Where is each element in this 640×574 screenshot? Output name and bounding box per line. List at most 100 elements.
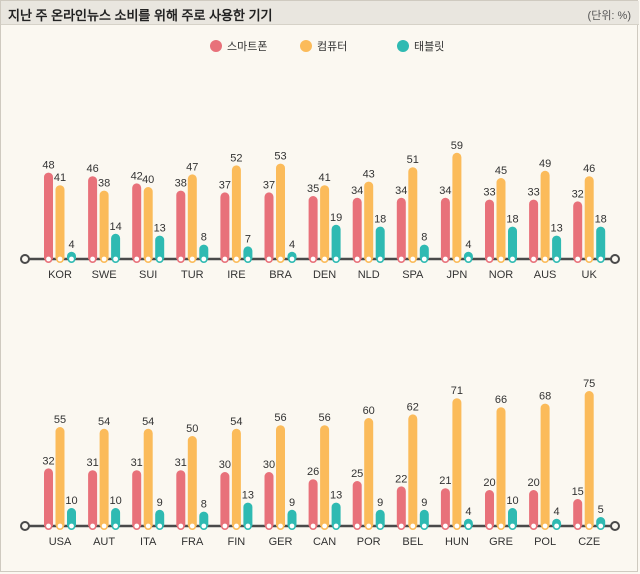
- bar-node-UK-스마트폰: [573, 255, 582, 264]
- bar-node-GER-컴퓨터: [276, 521, 285, 530]
- value-label-SUI-컴퓨터: 40: [142, 174, 154, 186]
- bar-USA-태블릿: [67, 508, 76, 526]
- bar-AUT-컴퓨터: [99, 428, 109, 526]
- bar-ITA-태블릿: [155, 509, 165, 526]
- bar-SPA-컴퓨터: [408, 167, 418, 259]
- bar-node-SUI-태블릿: [155, 255, 164, 264]
- value-label-SWE-컴퓨터: 38: [98, 178, 110, 190]
- value-label-FRA-컴퓨터: 50: [186, 423, 198, 435]
- value-label-BRA-스마트폰: 37: [263, 179, 275, 191]
- bar-DEN-태블릿: [331, 224, 341, 259]
- value-label-FIN-컴퓨터: 54: [230, 416, 242, 428]
- bar-node-SWE-태블릿: [111, 255, 120, 264]
- unit-label: (단위: %): [587, 10, 631, 22]
- value-label-GRE-스마트폰: 20: [483, 477, 495, 489]
- value-label-NOR-태블릿: 18: [506, 214, 518, 226]
- legend-label-2: 컴퓨터: [317, 40, 347, 53]
- bar-node-JPN-컴퓨터: [452, 255, 461, 264]
- value-label-GER-스마트폰: 30: [263, 459, 275, 471]
- bar-node-ITA-스마트폰: [132, 521, 141, 530]
- value-label-NOR-스마트폰: 33: [483, 187, 495, 199]
- axis-end-left-2: [20, 521, 30, 531]
- bar-node-DEN-태블릿: [332, 255, 341, 264]
- bar-KOR-스마트폰: [44, 172, 53, 259]
- bar-node-CZE-태블릿: [596, 521, 605, 530]
- bar-node-UK-태블릿: [596, 255, 605, 264]
- title-bar: 지난 주 온라인뉴스 소비를 위해 주로 사용한 기기 (단위: %): [1, 1, 639, 25]
- value-label-DEN-스마트폰: 35: [307, 183, 319, 195]
- category-label-POR: POR: [357, 536, 381, 548]
- value-label-AUT-스마트폰: 31: [86, 457, 98, 469]
- category-label-CAN: CAN: [313, 536, 336, 548]
- value-label-KOR-컴퓨터: 41: [54, 172, 66, 184]
- value-label-NLD-태블릿: 18: [374, 214, 386, 226]
- bar-node-FRA-컴퓨터: [188, 521, 197, 530]
- bar-node-SPA-태블릿: [420, 255, 429, 264]
- value-label-CAN-컴퓨터: 56: [318, 412, 330, 424]
- value-label-GRE-컴퓨터: 66: [495, 394, 507, 406]
- bar-SUI-태블릿: [155, 235, 165, 259]
- value-label-CZE-스마트폰: 15: [572, 486, 584, 498]
- bar-node-DEN-컴퓨터: [320, 255, 329, 264]
- bar-GER-스마트폰: [264, 472, 274, 526]
- value-label-GER-태블릿: 9: [289, 497, 295, 509]
- bar-node-NOR-스마트폰: [485, 255, 494, 264]
- value-label-FIN-태블릿: 13: [242, 490, 254, 502]
- bar-node-JPN-스마트폰: [441, 255, 450, 264]
- bar-node-NLD-컴퓨터: [364, 255, 373, 264]
- bar-FRA-스마트폰: [176, 470, 186, 526]
- bar-node-KOR-태블릿: [67, 255, 76, 264]
- bar-FIN-컴퓨터: [231, 428, 241, 526]
- bar-node-HUN-태블릿: [464, 521, 473, 530]
- value-label-HUN-컴퓨터: 71: [451, 385, 463, 397]
- bar-node-BEL-컴퓨터: [408, 521, 417, 530]
- bar-HUN-컴퓨터: [452, 398, 462, 526]
- bar-node-USA-스마트폰: [44, 521, 53, 530]
- category-label-NOR: NOR: [489, 269, 514, 281]
- bar-node-AUS-태블릿: [552, 255, 561, 264]
- bar-NOR-태블릿: [508, 226, 517, 259]
- bar-node-AUT-스마트폰: [88, 521, 97, 530]
- bar-DEN-컴퓨터: [320, 185, 330, 259]
- value-label-POR-컴퓨터: 60: [363, 405, 375, 417]
- value-label-POL-컴퓨터: 68: [539, 391, 551, 403]
- value-label-AUT-태블릿: 10: [109, 495, 121, 507]
- bar-node-GRE-컴퓨터: [496, 521, 505, 530]
- bar-GER-컴퓨터: [276, 425, 285, 526]
- value-label-FRA-스마트폰: 31: [175, 457, 187, 469]
- bar-node-AUT-태블릿: [111, 521, 120, 530]
- bar-JPN-컴퓨터: [452, 152, 462, 259]
- value-label-NOR-컴퓨터: 45: [495, 165, 507, 177]
- legend-label-3: 태블릿: [414, 40, 444, 53]
- value-label-BRA-태블릿: 4: [289, 239, 295, 251]
- value-label-ITA-태블릿: 9: [157, 497, 163, 509]
- category-label-SWE: SWE: [92, 269, 117, 281]
- legend-label-1: 스마트폰: [227, 40, 267, 53]
- value-label-NLD-스마트폰: 34: [351, 185, 363, 197]
- bar-UK-태블릿: [596, 226, 606, 259]
- bar-CZE-스마트폰: [573, 499, 583, 526]
- bar-node-IRE-태블릿: [243, 255, 252, 264]
- category-label-UK: UK: [582, 269, 598, 281]
- bar-node-USA-컴퓨터: [55, 521, 64, 530]
- category-label-HUN: HUN: [445, 536, 469, 548]
- bar-ITA-컴퓨터: [143, 428, 153, 526]
- axis-end-right-1: [610, 254, 620, 264]
- bar-node-GER-스마트폰: [264, 521, 273, 530]
- category-label-TUR: TUR: [181, 269, 204, 281]
- bar-USA-컴퓨터: [55, 427, 65, 526]
- value-label-POL-스마트폰: 20: [527, 477, 539, 489]
- bar-NOR-스마트폰: [485, 199, 494, 259]
- bar-POL-컴퓨터: [540, 403, 550, 526]
- axis-end-right-2: [610, 521, 620, 531]
- category-label-USA: USA: [49, 536, 72, 548]
- bar-SUI-스마트폰: [132, 183, 142, 259]
- bar-TUR-태블릿: [199, 244, 209, 259]
- value-label-USA-스마트폰: 32: [42, 455, 54, 467]
- bar-node-IRE-컴퓨터: [232, 255, 241, 264]
- bar-NOR-컴퓨터: [496, 178, 506, 259]
- bar-POR-스마트폰: [352, 481, 362, 526]
- value-label-SPA-태블릿: 8: [421, 232, 427, 244]
- value-label-AUS-컴퓨터: 49: [539, 158, 551, 170]
